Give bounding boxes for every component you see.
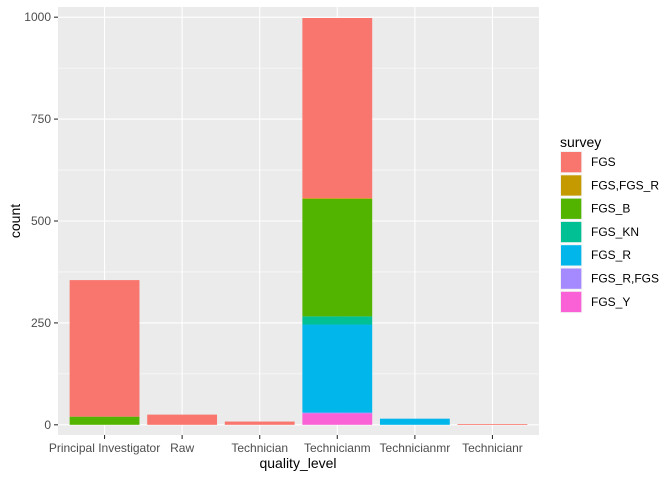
legend-key-swatch bbox=[561, 198, 582, 219]
legend: survey FGS FGS,FGS_R FGS_B FGS_KN FGS_R FGS_R… bbox=[560, 134, 659, 314]
bar-segment bbox=[302, 198, 373, 199]
x-tick-label: Technician bbox=[231, 441, 288, 455]
bar-segment bbox=[302, 198, 373, 317]
bars bbox=[69, 18, 528, 425]
x-tick-label: Technicianr bbox=[462, 441, 523, 455]
bar-segment bbox=[379, 418, 450, 425]
legend-item-label: FGS_R,FGS bbox=[591, 272, 659, 286]
bar-segment bbox=[69, 416, 140, 425]
legend-key-swatch bbox=[561, 291, 582, 313]
y-tick-label: 250 bbox=[31, 316, 51, 330]
y-axis: 0 250 500 750 1000 bbox=[24, 10, 58, 432]
bar-segment bbox=[69, 280, 140, 417]
legend-item-label: FGS,FGS_R bbox=[591, 178, 659, 192]
legend-key-swatch bbox=[561, 175, 582, 196]
y-tick-label: 0 bbox=[44, 418, 51, 432]
bar-segment bbox=[457, 423, 528, 425]
bar-segment bbox=[147, 414, 218, 425]
x-tick-label: Technicianmr bbox=[380, 441, 451, 455]
legend-item-label: FGS_R bbox=[591, 248, 631, 262]
legend-item-label: FGS_Y bbox=[591, 295, 630, 309]
bar-segment bbox=[302, 316, 373, 325]
bar-segment bbox=[302, 413, 373, 425]
legend-title: survey bbox=[560, 134, 601, 150]
y-tick-label: 500 bbox=[31, 214, 51, 228]
x-axis-title: quality_level bbox=[259, 455, 336, 471]
legend-key-swatch bbox=[561, 152, 582, 173]
legend-item-label: FGS bbox=[591, 155, 616, 169]
y-axis-title: count bbox=[7, 204, 23, 238]
y-tick-label: 1000 bbox=[24, 10, 51, 24]
legend-key-swatch bbox=[561, 221, 582, 243]
bar-segment bbox=[224, 421, 295, 425]
legend-key-swatch bbox=[561, 245, 582, 266]
y-tick-label: 750 bbox=[31, 112, 51, 126]
legend-item-label: FGS_B bbox=[591, 202, 630, 216]
x-tick-label: Technicianm bbox=[304, 441, 371, 455]
legend-item-label: FGS_KN bbox=[591, 225, 639, 239]
bar-segment bbox=[302, 18, 373, 199]
x-tick-label: Principal Investigator bbox=[49, 441, 160, 455]
legend-key-swatch bbox=[561, 268, 582, 289]
x-tick-label: Raw bbox=[170, 441, 194, 455]
bar-segment bbox=[302, 412, 373, 414]
x-axis: Principal Investigator Raw Technician Techn… bbox=[49, 435, 523, 455]
bar-segment bbox=[302, 324, 373, 413]
